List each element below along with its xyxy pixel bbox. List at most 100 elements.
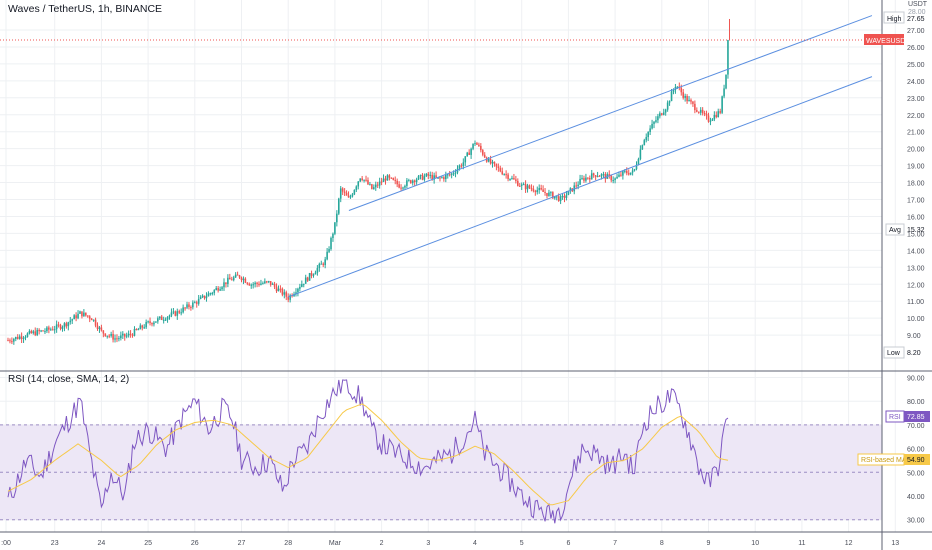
avg-label: Avg	[889, 227, 901, 234]
candle-body	[219, 289, 221, 291]
price-tick-label: 18.00	[907, 181, 925, 188]
candle-body	[703, 113, 706, 115]
price-tick-label: 9.00	[907, 333, 921, 340]
candle-body	[602, 174, 605, 176]
candle-body	[413, 180, 416, 183]
candle-body	[682, 92, 685, 98]
channel-lower-line[interactable]	[288, 76, 873, 298]
candle-body	[262, 283, 264, 285]
price-tick-label: 23.00	[907, 96, 925, 103]
time-tick-label: 6	[566, 540, 570, 547]
candle-body	[497, 166, 500, 168]
candle-body	[355, 186, 358, 190]
candle-body	[645, 137, 648, 141]
channel-upper-line[interactable]	[348, 15, 873, 211]
time-tick-label: 7	[613, 540, 617, 547]
candle-body	[629, 172, 632, 175]
rsi-tick-label: 30.00	[907, 518, 925, 525]
candle-body	[122, 333, 124, 336]
parallel-channel[interactable]	[288, 15, 873, 298]
candle-body	[565, 195, 568, 198]
candle-body	[522, 184, 525, 186]
candle-body	[310, 273, 313, 276]
candle-body	[324, 259, 326, 265]
rsi-ma-value-box	[904, 454, 930, 465]
candle-body	[460, 165, 463, 167]
candle-body	[590, 173, 593, 180]
candle-body	[394, 179, 397, 181]
candle-body	[390, 177, 393, 179]
candle-body	[439, 177, 441, 179]
candle-body	[592, 173, 595, 176]
candle-body	[433, 175, 435, 180]
candle-body	[396, 180, 398, 185]
candle-body	[668, 101, 671, 103]
candle-body	[211, 292, 214, 294]
candle-body	[622, 171, 624, 176]
candle-body	[530, 188, 533, 190]
price-axis[interactable]: 27.00 26.00 25.00 24.00 23.00 22.00 21.00 20.00…	[907, 28, 925, 340]
candle-body	[166, 317, 169, 320]
candle-body	[79, 311, 81, 314]
time-axis[interactable]: :00 23 24 25 26 27 28 Mar 2 3 4 5 6 7 8 9 10 11 12 13	[1, 540, 899, 547]
price-tick-partial: 28.00	[908, 9, 926, 16]
candle-body	[48, 327, 50, 330]
candle-body	[639, 149, 642, 160]
time-tick-label: 11	[798, 540, 805, 547]
candle-body	[13, 339, 15, 342]
rsi-line	[7, 379, 729, 524]
candle-body	[170, 312, 173, 316]
symbol-tag-box	[864, 34, 904, 45]
candle-body	[172, 311, 175, 313]
candle-body	[59, 325, 62, 329]
candle-body	[162, 319, 165, 321]
candle-body	[147, 321, 149, 323]
candle-body	[127, 333, 130, 336]
candle-body	[694, 103, 696, 111]
candle-body	[507, 174, 509, 179]
candle-body	[182, 307, 184, 313]
candle-body	[664, 109, 667, 113]
candle-body	[376, 184, 379, 186]
candle-body	[240, 277, 243, 281]
candle-body	[145, 322, 147, 328]
low-label: Low	[887, 350, 901, 357]
candle-body	[320, 263, 323, 265]
candle-body	[458, 165, 461, 169]
candle-body	[717, 111, 720, 118]
candle-body	[618, 174, 620, 177]
price-tick-label: 27.00	[907, 28, 925, 35]
candle-body	[271, 283, 274, 285]
candle-body	[688, 99, 690, 102]
candle-body	[86, 315, 89, 317]
time-tick-label: 10	[751, 540, 759, 547]
candle-body	[328, 249, 330, 252]
candle-body	[450, 173, 453, 175]
time-tick-label: 9	[707, 540, 711, 547]
candle-body	[306, 277, 309, 281]
candle-body	[524, 184, 527, 190]
rsi-axis[interactable]: 90.00 80.00 70.00 60.00 50.00 40.00 30.00	[907, 376, 925, 525]
price-tick-label: 14.00	[907, 248, 925, 255]
time-tick-label: 13	[891, 540, 899, 547]
candle-body	[51, 329, 54, 331]
candle-body	[135, 328, 138, 330]
candle-body	[374, 184, 377, 188]
rsi-tick-label: 50.00	[907, 470, 925, 477]
candle-body	[334, 222, 336, 234]
price-tick-label: 11.00	[907, 299, 924, 306]
candle-body	[65, 323, 68, 327]
candle-body	[234, 274, 237, 278]
price-tick-label: 25.00	[907, 62, 925, 69]
candle-body	[670, 91, 673, 102]
candle-body	[92, 319, 95, 321]
candle-body	[336, 213, 338, 223]
candle-body	[312, 274, 315, 276]
candle-body	[318, 263, 321, 269]
candle-body	[616, 176, 618, 179]
candle-body	[614, 178, 616, 181]
candle-body	[633, 169, 636, 171]
price-tick-label: 12.00	[907, 282, 925, 289]
candle-body	[501, 171, 504, 175]
